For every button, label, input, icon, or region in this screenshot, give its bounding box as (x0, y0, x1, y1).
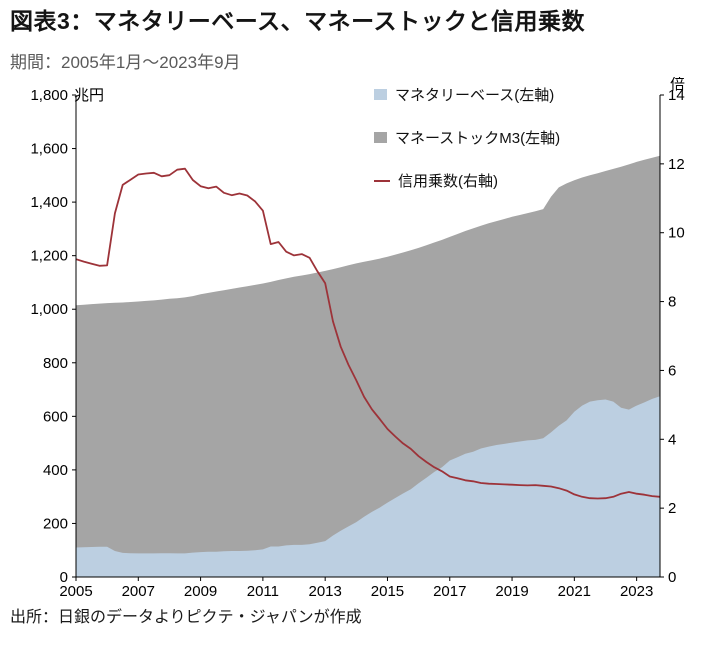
x-tick-label: 2021 (558, 583, 591, 600)
monetary-base-area (76, 395, 660, 577)
y-left-tick-label: 600 (43, 408, 68, 425)
legend-item-money-stock: マネーストックM3(左軸) (374, 130, 561, 148)
chart-area: 0 200 400 600 800 1,000 1,200 1,400 1,600 1,800 0 2… (10, 76, 724, 601)
left-axis-unit-label: 兆円 (74, 87, 104, 104)
y-right-tick-label: 14 (668, 87, 685, 104)
y-right-tick-label: 4 (668, 431, 676, 448)
y-right-tick-label: 6 (668, 362, 676, 379)
x-tick-label: 2005 (59, 583, 92, 600)
x-tick-label: 2019 (495, 583, 528, 600)
x-tick-label: 2013 (308, 583, 341, 600)
legend-label-credit-multiplier: 信用乗数(右軸) (398, 173, 498, 191)
y-left-tick-label: 1,600 (30, 140, 68, 157)
y-right-tick-label: 0 (668, 569, 676, 586)
x-tick-label: 2023 (620, 583, 653, 600)
y-left-tick-label: 800 (43, 354, 68, 371)
y-right-tick-label: 8 (668, 293, 676, 310)
monetary-base-swatch-icon (374, 89, 387, 101)
chart-canvas: 02004006008001,0001,2001,4001,6001,80002… (30, 76, 685, 600)
right-axis-unit-label: 倍 (670, 77, 685, 93)
chart-legend: マネタリーベース(左軸) マネーストックM3(左軸) 信用乗数(右軸) (374, 87, 560, 216)
legend-label-monetary-base: マネタリーベース(左軸) (395, 87, 555, 105)
x-tick-label: 2009 (184, 583, 217, 600)
y-left-tick-label: 1,800 (30, 87, 68, 104)
credit-multiplier-line (75, 167, 661, 499)
legend-label-money-stock: マネーストックM3(左軸) (395, 130, 561, 148)
money-stock-swatch-icon (374, 132, 387, 144)
y-left-tick-label: 1,400 (30, 194, 68, 211)
y-left-tick-label: 1,200 (30, 247, 68, 264)
x-tick-label: 2007 (122, 583, 155, 600)
chart-subtitle: 期間：2005年1月～2023年9月 (10, 52, 241, 72)
y-left-tick-label: 0 (60, 569, 68, 586)
y-left-tick-label: 400 (43, 461, 68, 478)
x-tick-label: 2015 (371, 583, 404, 600)
page: 図表3：マネタリーベース、マネーストックと信用乗数 期間：2005年1月～202… (10, 8, 724, 626)
y-right-tick-label: 2 (668, 500, 676, 517)
y-left-tick-label: 200 (43, 515, 68, 532)
y-right-tick-label: 12 (668, 155, 685, 172)
source-note: 出所：日銀のデータよりピクテ・ジャパンが作成 (10, 608, 362, 626)
legend-item-monetary-base: マネタリーベース(左軸) (374, 87, 560, 105)
credit-multiplier-line-swatch-icon (374, 179, 390, 182)
x-tick-label: 2011 (247, 583, 279, 600)
legend-item-credit-multiplier: 信用乗数(右軸) (374, 173, 560, 191)
x-tick-label: 2017 (433, 583, 466, 600)
chart-title: 図表3：マネタリーベース、マネーストックと信用乗数 (10, 8, 585, 34)
y-right-tick-label: 10 (668, 224, 685, 241)
y-left-tick-label: 1,000 (30, 301, 68, 318)
